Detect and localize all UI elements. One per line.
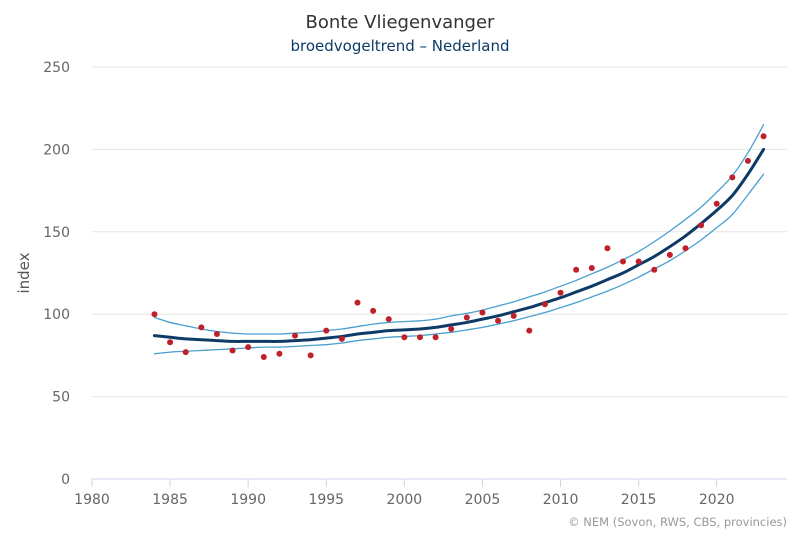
observed-point[interactable]	[151, 311, 158, 318]
observed-point[interactable]	[510, 312, 517, 319]
y-tick-label: 200	[43, 142, 70, 158]
observed-point[interactable]	[276, 350, 283, 357]
x-tick-label: 2005	[465, 492, 501, 508]
observed-point[interactable]	[198, 324, 205, 331]
observed-point[interactable]	[307, 352, 314, 359]
observed-point[interactable]	[463, 314, 470, 321]
observed-point[interactable]	[385, 316, 392, 323]
observed-point[interactable]	[526, 327, 533, 334]
x-tick-label: 2010	[543, 492, 579, 508]
observed-point[interactable]	[635, 258, 642, 265]
observed-point[interactable]	[354, 299, 361, 306]
observed-point[interactable]	[541, 301, 548, 308]
observed-point[interactable]	[370, 307, 377, 314]
x-tick-label: 1990	[230, 492, 266, 508]
observed-point[interactable]	[416, 334, 423, 341]
chart-subtitle: broedvogeltrend – Nederland	[290, 37, 509, 55]
observed-point[interactable]	[260, 354, 267, 361]
x-tick-label: 1980	[74, 492, 110, 508]
chart-title: Bonte Vliegenvanger	[306, 12, 496, 33]
observed-point[interactable]	[432, 334, 439, 341]
observed-point[interactable]	[713, 200, 720, 207]
x-tick-label: 2015	[621, 492, 657, 508]
axes: 0 50 100 150 200 250 1980 1985 1990 1995 2000 2005 2…	[43, 60, 787, 508]
observed-point[interactable]	[323, 327, 330, 334]
x-tick-label: 1985	[152, 492, 188, 508]
lower-bound-line[interactable]	[153, 173, 765, 355]
observed-point[interactable]	[651, 266, 658, 273]
x-tick-label: 1995	[308, 492, 344, 508]
observed-point[interactable]	[182, 349, 189, 356]
observed-point[interactable]	[666, 251, 673, 258]
observed-point[interactable]	[167, 339, 174, 346]
y-tick-label: 0	[61, 472, 70, 488]
observed-point[interactable]	[495, 317, 502, 324]
observed-point[interactable]	[604, 245, 611, 252]
observed-point[interactable]	[245, 344, 252, 351]
observed-points	[151, 133, 767, 361]
observed-point[interactable]	[744, 157, 751, 164]
y-tick-label: 150	[43, 225, 70, 241]
y-tick-label: 250	[43, 60, 70, 76]
observed-point[interactable]	[760, 133, 767, 140]
observed-point[interactable]	[682, 245, 689, 252]
observed-point[interactable]	[448, 326, 455, 333]
x-tick-label: 2020	[699, 492, 735, 508]
gridlines	[92, 66, 787, 398]
observed-point[interactable]	[401, 334, 408, 341]
observed-point[interactable]	[620, 258, 627, 265]
upper-bound-line[interactable]	[153, 124, 765, 335]
observed-point[interactable]	[479, 309, 486, 316]
x-tick-label: 2000	[387, 492, 423, 508]
observed-point[interactable]	[573, 266, 580, 273]
y-tick-label: 100	[43, 307, 70, 323]
observed-point[interactable]	[338, 335, 345, 342]
observed-point[interactable]	[229, 347, 236, 354]
trend-line[interactable]	[152, 147, 766, 343]
observed-point[interactable]	[698, 222, 705, 229]
y-tick-label: 50	[52, 390, 70, 406]
series-group	[152, 124, 766, 355]
observed-point[interactable]	[729, 174, 736, 181]
observed-point[interactable]	[292, 332, 299, 339]
chart-credit[interactable]: © NEM (Sovon, RWS, CBS, provincies)	[568, 515, 787, 529]
observed-point[interactable]	[588, 265, 595, 272]
observed-point[interactable]	[557, 289, 564, 296]
y-axis-title: index	[15, 252, 33, 293]
observed-point[interactable]	[213, 330, 220, 337]
